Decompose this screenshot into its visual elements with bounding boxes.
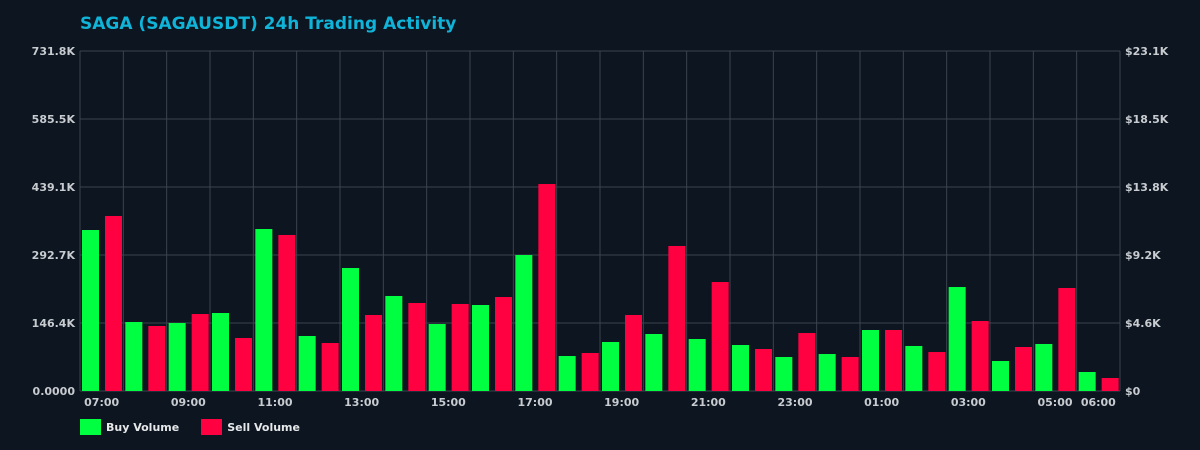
sell-bar [755, 348, 772, 391]
y-right-tick: $0 [1125, 385, 1141, 398]
buy-bar [905, 345, 923, 391]
y-right-tick: $13.8K [1125, 181, 1169, 194]
sell-bar [321, 343, 339, 391]
sell-bar [711, 282, 729, 391]
sell-bar [928, 352, 946, 391]
sell-bar [625, 314, 642, 391]
sell-bar [365, 314, 382, 391]
sell-bar [1101, 377, 1119, 391]
legend-item-buy[interactable]: Buy Volume [80, 419, 179, 435]
buy-bar [428, 324, 446, 391]
sell-bar [581, 352, 599, 391]
sell-bar [495, 297, 512, 391]
x-tick: 06:00 [1081, 396, 1116, 409]
buy-bar [385, 295, 403, 391]
sell-bar [971, 320, 989, 391]
buy-bar [992, 360, 1009, 391]
sell-bar [148, 326, 166, 391]
buy-bar [168, 322, 186, 391]
x-tick: 21:00 [691, 396, 726, 409]
y-left-tick: 0.0000 [33, 385, 76, 398]
buy-bar [125, 322, 143, 391]
y-left-tick: 731.8K [32, 45, 76, 58]
sell-bar [408, 303, 426, 391]
buy-bar [558, 356, 576, 391]
sell-bar [885, 329, 902, 391]
buy-bar [515, 255, 533, 391]
chart-title: SAGA (SAGAUSDT) 24h Trading Activity [80, 14, 457, 34]
sell-bar [278, 234, 296, 391]
sell-bar [451, 303, 469, 391]
y-left-tick: 585.5K [32, 113, 76, 126]
y-left-tick: 146.4K [32, 317, 76, 330]
x-tick: 15:00 [431, 396, 466, 409]
buy-bar [688, 339, 706, 391]
legend-item-sell[interactable]: Sell Volume [201, 419, 300, 435]
sell-swatch-icon [201, 419, 223, 435]
buy-bar [818, 354, 836, 391]
y-right-tick: $9.2K [1125, 249, 1161, 262]
buy-bar [212, 312, 229, 391]
sell-bar [1015, 347, 1032, 391]
y-right-tick: $23.1K [1125, 45, 1169, 58]
x-tick: 19:00 [604, 396, 639, 409]
sell-bar [668, 245, 686, 391]
y-left-tick: 439.1K [32, 181, 76, 194]
sell-bar [841, 356, 859, 391]
buy-bar [298, 335, 316, 391]
buy-bar [775, 356, 793, 391]
x-tick: 13:00 [344, 396, 379, 409]
x-tick: 23:00 [777, 396, 812, 409]
x-tick: 17:00 [517, 396, 552, 409]
x-tick: 11:00 [257, 396, 292, 409]
sell-bar [105, 215, 122, 391]
buy-swatch-icon [80, 419, 101, 435]
x-tick: 03:00 [951, 396, 986, 409]
x-tick: 05:00 [1037, 396, 1072, 409]
legend: Buy Volume Sell Volume [80, 419, 322, 435]
x-tick: 07:00 [84, 396, 119, 409]
buy-bar [255, 228, 273, 391]
y-left-tick: 292.7K [32, 249, 76, 262]
y-right-tick: $18.5K [1125, 113, 1169, 126]
sell-bar [191, 314, 209, 391]
y-right-tick: $4.6K [1125, 317, 1161, 330]
sell-bar [1058, 287, 1076, 391]
x-tick: 09:00 [171, 396, 206, 409]
sell-bar [538, 184, 556, 391]
buy-bar [948, 287, 966, 391]
legend-label-sell: Sell Volume [227, 420, 300, 434]
legend-label-buy: Buy Volume [106, 420, 180, 434]
buy-bar [732, 345, 749, 391]
buy-bar [1035, 343, 1053, 391]
sell-bar [798, 333, 816, 391]
buy-bar [472, 305, 489, 391]
buy-bar [602, 341, 619, 391]
buy-bar [645, 333, 663, 391]
buy-bar [862, 329, 879, 391]
buy-bar [1078, 371, 1096, 391]
buy-bar [82, 230, 99, 391]
x-tick: 01:00 [864, 396, 899, 409]
buy-bar [342, 268, 359, 391]
sell-bar [235, 337, 252, 391]
